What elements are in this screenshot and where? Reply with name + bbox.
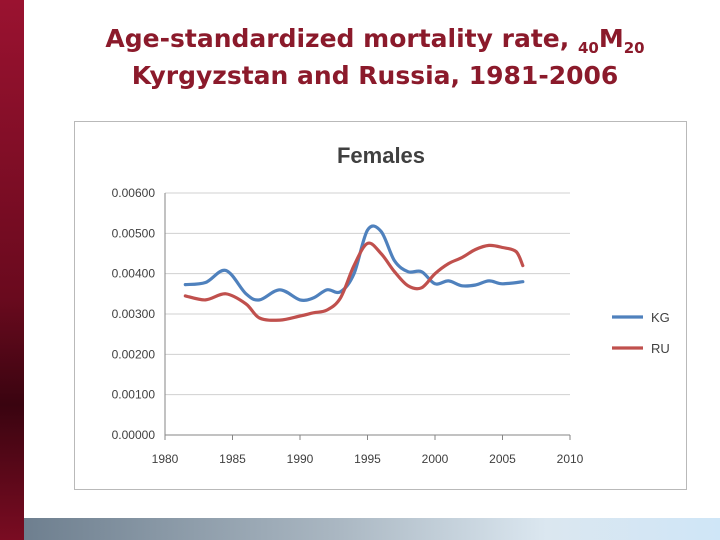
title-subscript-right: 20: [623, 39, 645, 57]
slide-title-line-2: Kyrgyzstan and Russia, 1981-2006: [131, 61, 619, 90]
x-tick-label: 2010: [557, 452, 584, 466]
legend-label-kg: KG: [651, 310, 670, 325]
series-lines: [183, 224, 525, 322]
y-tick-label: 0.00500: [112, 226, 156, 240]
slide-title-line-1: Age-standardized mortality rate, 40M20: [30, 22, 720, 59]
chart-frame: Females 0.00000 0.00100 0.00200 0.00300 0.00…: [74, 121, 687, 490]
y-tick-label: 0.00200: [112, 347, 156, 361]
title-subscript-left: 40: [577, 39, 599, 57]
x-tick-label: 1995: [354, 452, 381, 466]
y-tick-label: 0.00300: [112, 307, 156, 321]
y-tick-label: 0.00100: [112, 388, 156, 402]
left-accent-bar: [0, 0, 24, 540]
bottom-accent-bar: [24, 518, 720, 540]
legend: KG RU: [612, 310, 670, 356]
axes: 0.00000 0.00100 0.00200 0.00300 0.00400 0.005…: [112, 186, 584, 466]
legend-label-ru: RU: [651, 341, 670, 356]
series-line-ru: [183, 241, 525, 322]
x-tick-label: 1990: [287, 452, 314, 466]
title-prefix: Age-standardized mortality rate,: [105, 24, 578, 53]
mortality-line-chart: Females 0.000000.001000.002000.003000.00…: [112, 143, 670, 466]
y-tick-label: 0.00000: [112, 428, 156, 442]
slide-title: Age-standardized mortality rate, 40M20 K…: [30, 22, 720, 92]
series-line-kg: [183, 224, 525, 302]
title-m: M: [598, 24, 624, 53]
x-tick-label: 2005: [489, 452, 516, 466]
x-tick-label: 1980: [152, 452, 179, 466]
x-tick-label: 2000: [422, 452, 449, 466]
x-tick-label: 1985: [219, 452, 246, 466]
y-tick-label: 0.00600: [112, 186, 156, 200]
y-tick-label: 0.00400: [112, 267, 156, 281]
chart-title: Females: [337, 143, 425, 168]
